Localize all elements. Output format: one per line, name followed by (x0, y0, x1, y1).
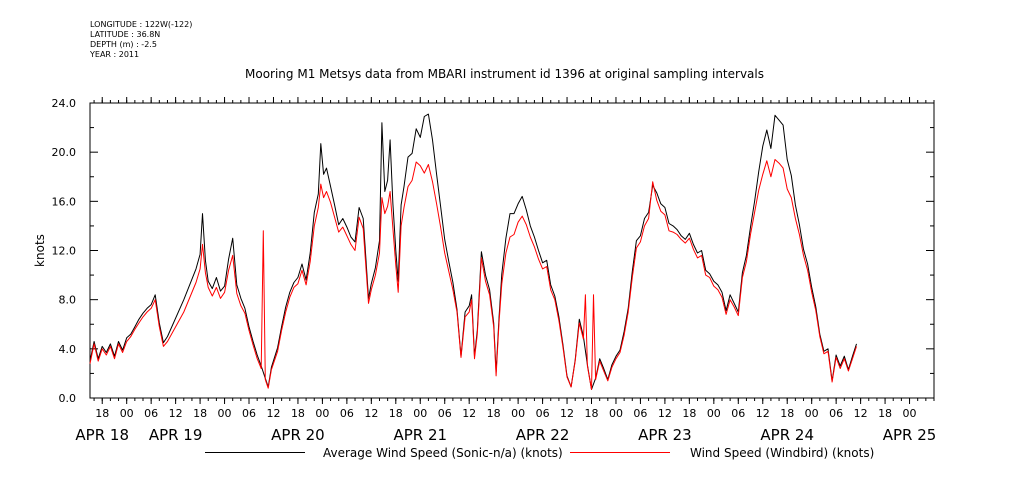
x-day-label: APR 20 (271, 426, 325, 444)
x-day-label: APR 19 (149, 426, 203, 444)
x-tick-label: 18 (291, 407, 305, 420)
x-tick-label: 12 (462, 407, 476, 420)
x-tick-label: 06 (242, 407, 256, 420)
y-tick-label: 24.0 (52, 97, 77, 110)
x-tick-label: 06 (340, 407, 354, 420)
x-tick-label: 18 (95, 407, 109, 420)
x-tick-label: 00 (413, 407, 427, 420)
x-tick-label: 18 (878, 407, 892, 420)
x-tick-label: 12 (266, 407, 280, 420)
x-tick-label: 12 (169, 407, 183, 420)
x-day-label: APR 22 (516, 426, 570, 444)
x-tick-label: 00 (609, 407, 623, 420)
y-tick-label: 16.0 (52, 195, 77, 208)
y-tick-label: 20.0 (52, 146, 77, 159)
series-line-windbird-wind-speed (89, 159, 857, 390)
x-tick-label: 00 (805, 407, 819, 420)
latitude-label: LATITUDE : 36.8N (90, 30, 161, 39)
legend-swatch-windbird (570, 452, 670, 453)
x-tick-label: 00 (707, 407, 721, 420)
x-day-label: APR 25 (883, 426, 937, 444)
x-tick-label: 00 (315, 407, 329, 420)
x-tick-label: 18 (389, 407, 403, 420)
x-tick-label: 06 (144, 407, 158, 420)
longitude-label: LONGITUDE : 122W(-122) (90, 20, 193, 29)
year-label: YEAR : 2011 (90, 50, 140, 59)
series-line-average-wind-speed (89, 113, 857, 390)
legend-label-windbird: Wind Speed (Windbird) (knots) (690, 446, 875, 460)
y-tick-label: 8.0 (59, 294, 77, 307)
x-tick-label: 12 (560, 407, 574, 420)
x-tick-label: 18 (682, 407, 696, 420)
x-tick-label: 06 (438, 407, 452, 420)
x-tick-label: 18 (780, 407, 794, 420)
x-day-label: APR 18 (75, 426, 129, 444)
y-tick-label: 12.0 (52, 245, 77, 258)
x-tick-label: 06 (731, 407, 745, 420)
x-day-label: APR 24 (760, 426, 814, 444)
x-tick-label: 18 (193, 407, 207, 420)
x-day-label: APR 23 (638, 426, 692, 444)
x-tick-label: 12 (854, 407, 868, 420)
legend-swatch-average (205, 452, 305, 453)
x-tick-label: 12 (756, 407, 770, 420)
x-tick-label: 00 (120, 407, 134, 420)
legend-label-average: Average Wind Speed (Sonic-n/a) (knots) (323, 446, 563, 460)
x-tick-label: 18 (487, 407, 501, 420)
x-tick-label: 06 (536, 407, 550, 420)
x-tick-label: 06 (633, 407, 647, 420)
chart-title: Mooring M1 Metsys data from MBARI instru… (245, 67, 764, 81)
x-tick-label: 12 (658, 407, 672, 420)
x-day-label: APR 21 (393, 426, 447, 444)
x-tick-label: 00 (218, 407, 232, 420)
y-tick-label: 4.0 (59, 343, 77, 356)
y-tick-label: 0.0 (59, 392, 77, 405)
x-tick-label: 00 (511, 407, 525, 420)
x-tick-label: 00 (903, 407, 917, 420)
depth-label: DEPTH (m) : -2.5 (90, 40, 157, 49)
y-axis-label: knots (33, 234, 47, 267)
plot-frame (89, 102, 935, 399)
x-tick-label: 18 (585, 407, 599, 420)
x-tick-label: 12 (364, 407, 378, 420)
x-tick-label: 06 (829, 407, 843, 420)
